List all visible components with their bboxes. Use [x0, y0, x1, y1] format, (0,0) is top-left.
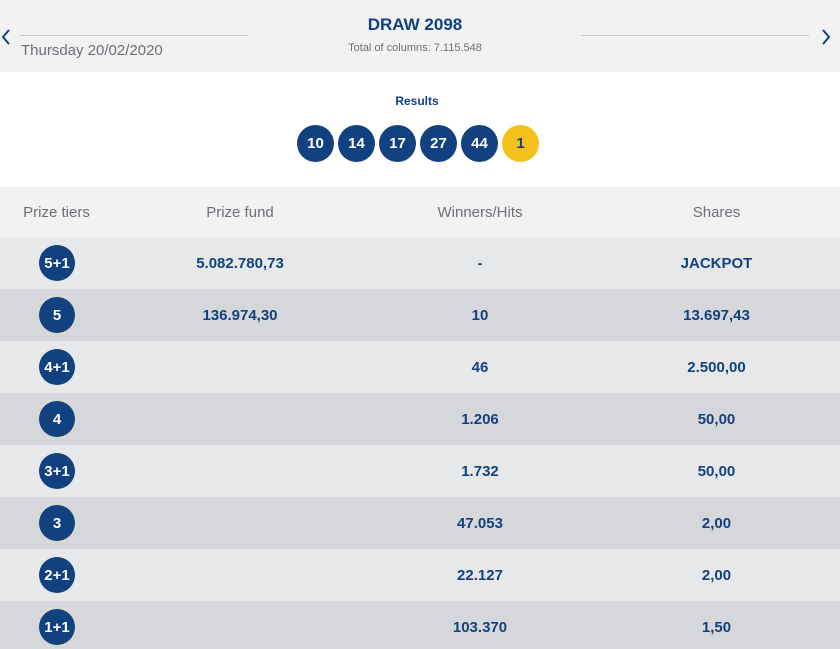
- winners-cell: 10: [471, 306, 489, 324]
- table-row: 3 47.053 2,00: [0, 497, 840, 549]
- prize-fund-cell: 5.082.780,73: [196, 254, 284, 272]
- draw-date: Thursday 20/02/2020: [21, 42, 163, 59]
- prize-fund-cell: 136.974,30: [202, 306, 278, 324]
- header-shares: Shares: [692, 203, 741, 221]
- tier-badge: 5+1: [39, 245, 75, 281]
- prize-table-header: Prize tiers Prize fund Winners/Hits Shar…: [0, 187, 840, 237]
- tier-badge: 4+1: [39, 349, 75, 385]
- table-row: 4 1.206 50,00: [0, 393, 840, 445]
- table-row: 5 136.974,30 10 13.697,43: [0, 289, 840, 341]
- winning-numbers: 10 14 17 27 44 1: [297, 125, 539, 162]
- results-label: Results: [395, 94, 439, 108]
- number-ball: 27: [420, 125, 457, 162]
- winners-cell: -: [477, 254, 483, 272]
- shares-cell: 13.697,43: [683, 306, 750, 324]
- header-prize-tiers: Prize tiers: [23, 203, 90, 221]
- header-prize-fund: Prize fund: [206, 203, 274, 221]
- winners-cell: 47.053: [457, 514, 503, 532]
- tier-badge: 1+1: [39, 609, 75, 645]
- table-row: 5+1 5.082.780,73 - JACKPOT: [0, 237, 840, 289]
- table-row: 4+1 46 2.500,00: [0, 341, 840, 393]
- number-ball: 17: [379, 125, 416, 162]
- winners-cell: 103.370: [452, 618, 508, 636]
- number-ball: 44: [461, 125, 498, 162]
- draw-header: Thursday 20/02/2020 DRAW 2098 Total of c…: [0, 0, 840, 72]
- shares-cell: 2.500,00: [687, 358, 746, 376]
- winners-cell: 46: [471, 358, 489, 376]
- number-ball: 14: [338, 125, 375, 162]
- winners-cell: 22.127: [457, 566, 503, 584]
- winners-cell: 1.206: [461, 410, 499, 428]
- tier-badge: 3+1: [39, 453, 75, 489]
- header-winners: Winners/Hits: [437, 203, 523, 221]
- winners-cell: 1.732: [461, 462, 499, 480]
- shares-cell: 1,50: [701, 618, 732, 636]
- table-row: 1+1 103.370 1,50: [0, 601, 840, 649]
- divider-right: [581, 35, 809, 36]
- shares-cell: 2,00: [701, 566, 732, 584]
- tier-badge: 4: [39, 401, 75, 437]
- shares-cell: 50,00: [697, 462, 736, 480]
- number-ball: 10: [297, 125, 334, 162]
- tier-badge: 3: [39, 505, 75, 541]
- prize-table-body: 5+1 5.082.780,73 - JACKPOT 5 136.974,30 …: [0, 237, 840, 649]
- shares-cell: 50,00: [697, 410, 736, 428]
- shares-cell: JACKPOT: [680, 254, 753, 272]
- bonus-number-ball: 1: [502, 125, 539, 162]
- total-columns: Total of columns: 7.115.548: [348, 42, 482, 54]
- tier-badge: 5: [39, 297, 75, 333]
- shares-cell: 2,00: [701, 514, 732, 532]
- draw-title: DRAW 2098: [367, 15, 463, 34]
- next-draw-arrow-icon[interactable]: [818, 26, 836, 48]
- results-section: Results 10 14 17 27 44 1: [0, 72, 840, 187]
- divider-left: [20, 35, 248, 36]
- previous-draw-arrow-icon[interactable]: [0, 26, 18, 48]
- table-row: 2+1 22.127 2,00: [0, 549, 840, 601]
- table-row: 3+1 1.732 50,00: [0, 445, 840, 497]
- tier-badge: 2+1: [39, 557, 75, 593]
